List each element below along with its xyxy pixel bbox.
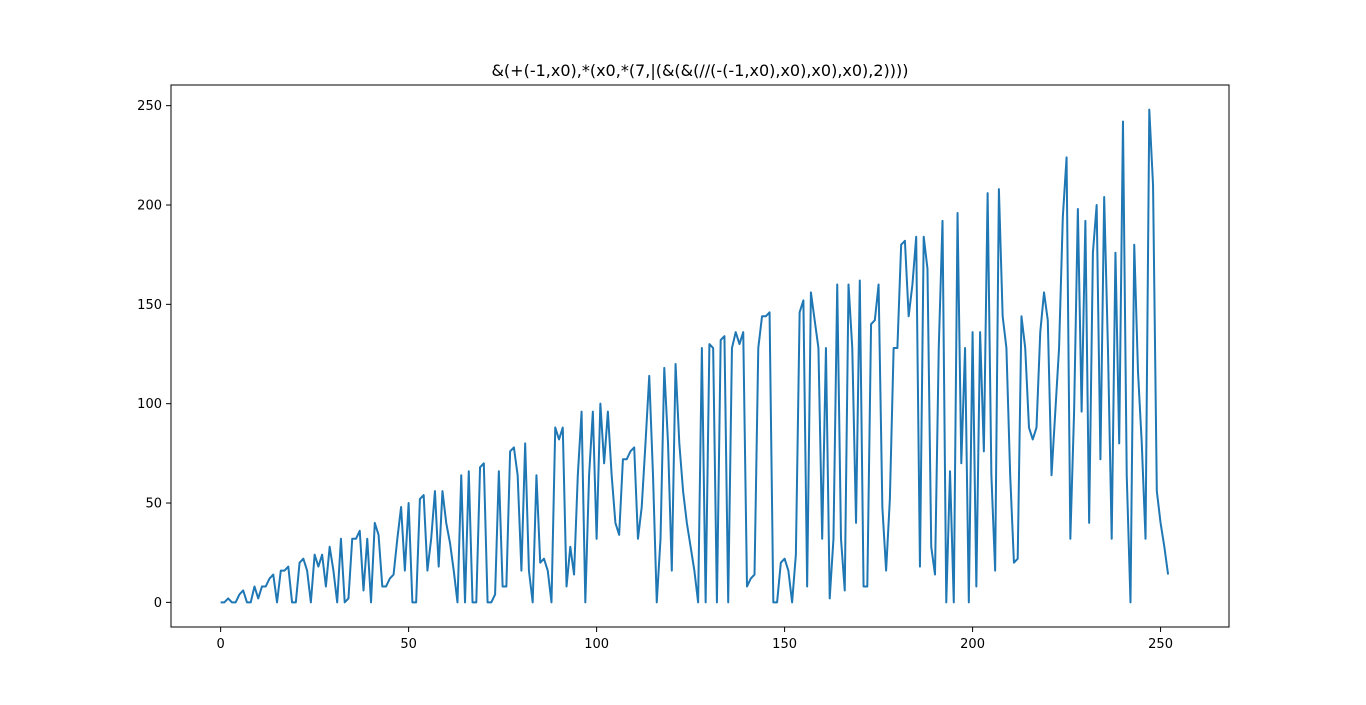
series-line xyxy=(220,108,1170,604)
y-tick-label: 250 xyxy=(137,99,162,114)
x-tick-label: 0 xyxy=(216,637,224,652)
y-tick-label: 200 xyxy=(137,199,162,214)
x-tick-label: 50 xyxy=(400,637,417,652)
y-tick-label: 100 xyxy=(137,397,162,412)
x-axis: 0 50 100 150 200 250 xyxy=(216,627,1173,652)
x-tick-label: 250 xyxy=(1148,637,1173,652)
y-axis: 0 50 100 150 200 250 xyxy=(137,99,171,611)
plot-area xyxy=(220,108,1170,604)
plot-frame xyxy=(170,84,1230,628)
chart-title: &(+(-1,x0),*(x0,*(7,|(&(&(//(-(-1,x0),x0… xyxy=(491,61,908,80)
x-tick-label: 150 xyxy=(772,637,797,652)
y-tick-label: 50 xyxy=(145,497,162,512)
x-tick-label: 200 xyxy=(960,637,985,652)
y-tick-label: 150 xyxy=(137,298,162,313)
x-tick-label: 100 xyxy=(584,637,609,652)
y-tick-label: 0 xyxy=(154,596,162,611)
